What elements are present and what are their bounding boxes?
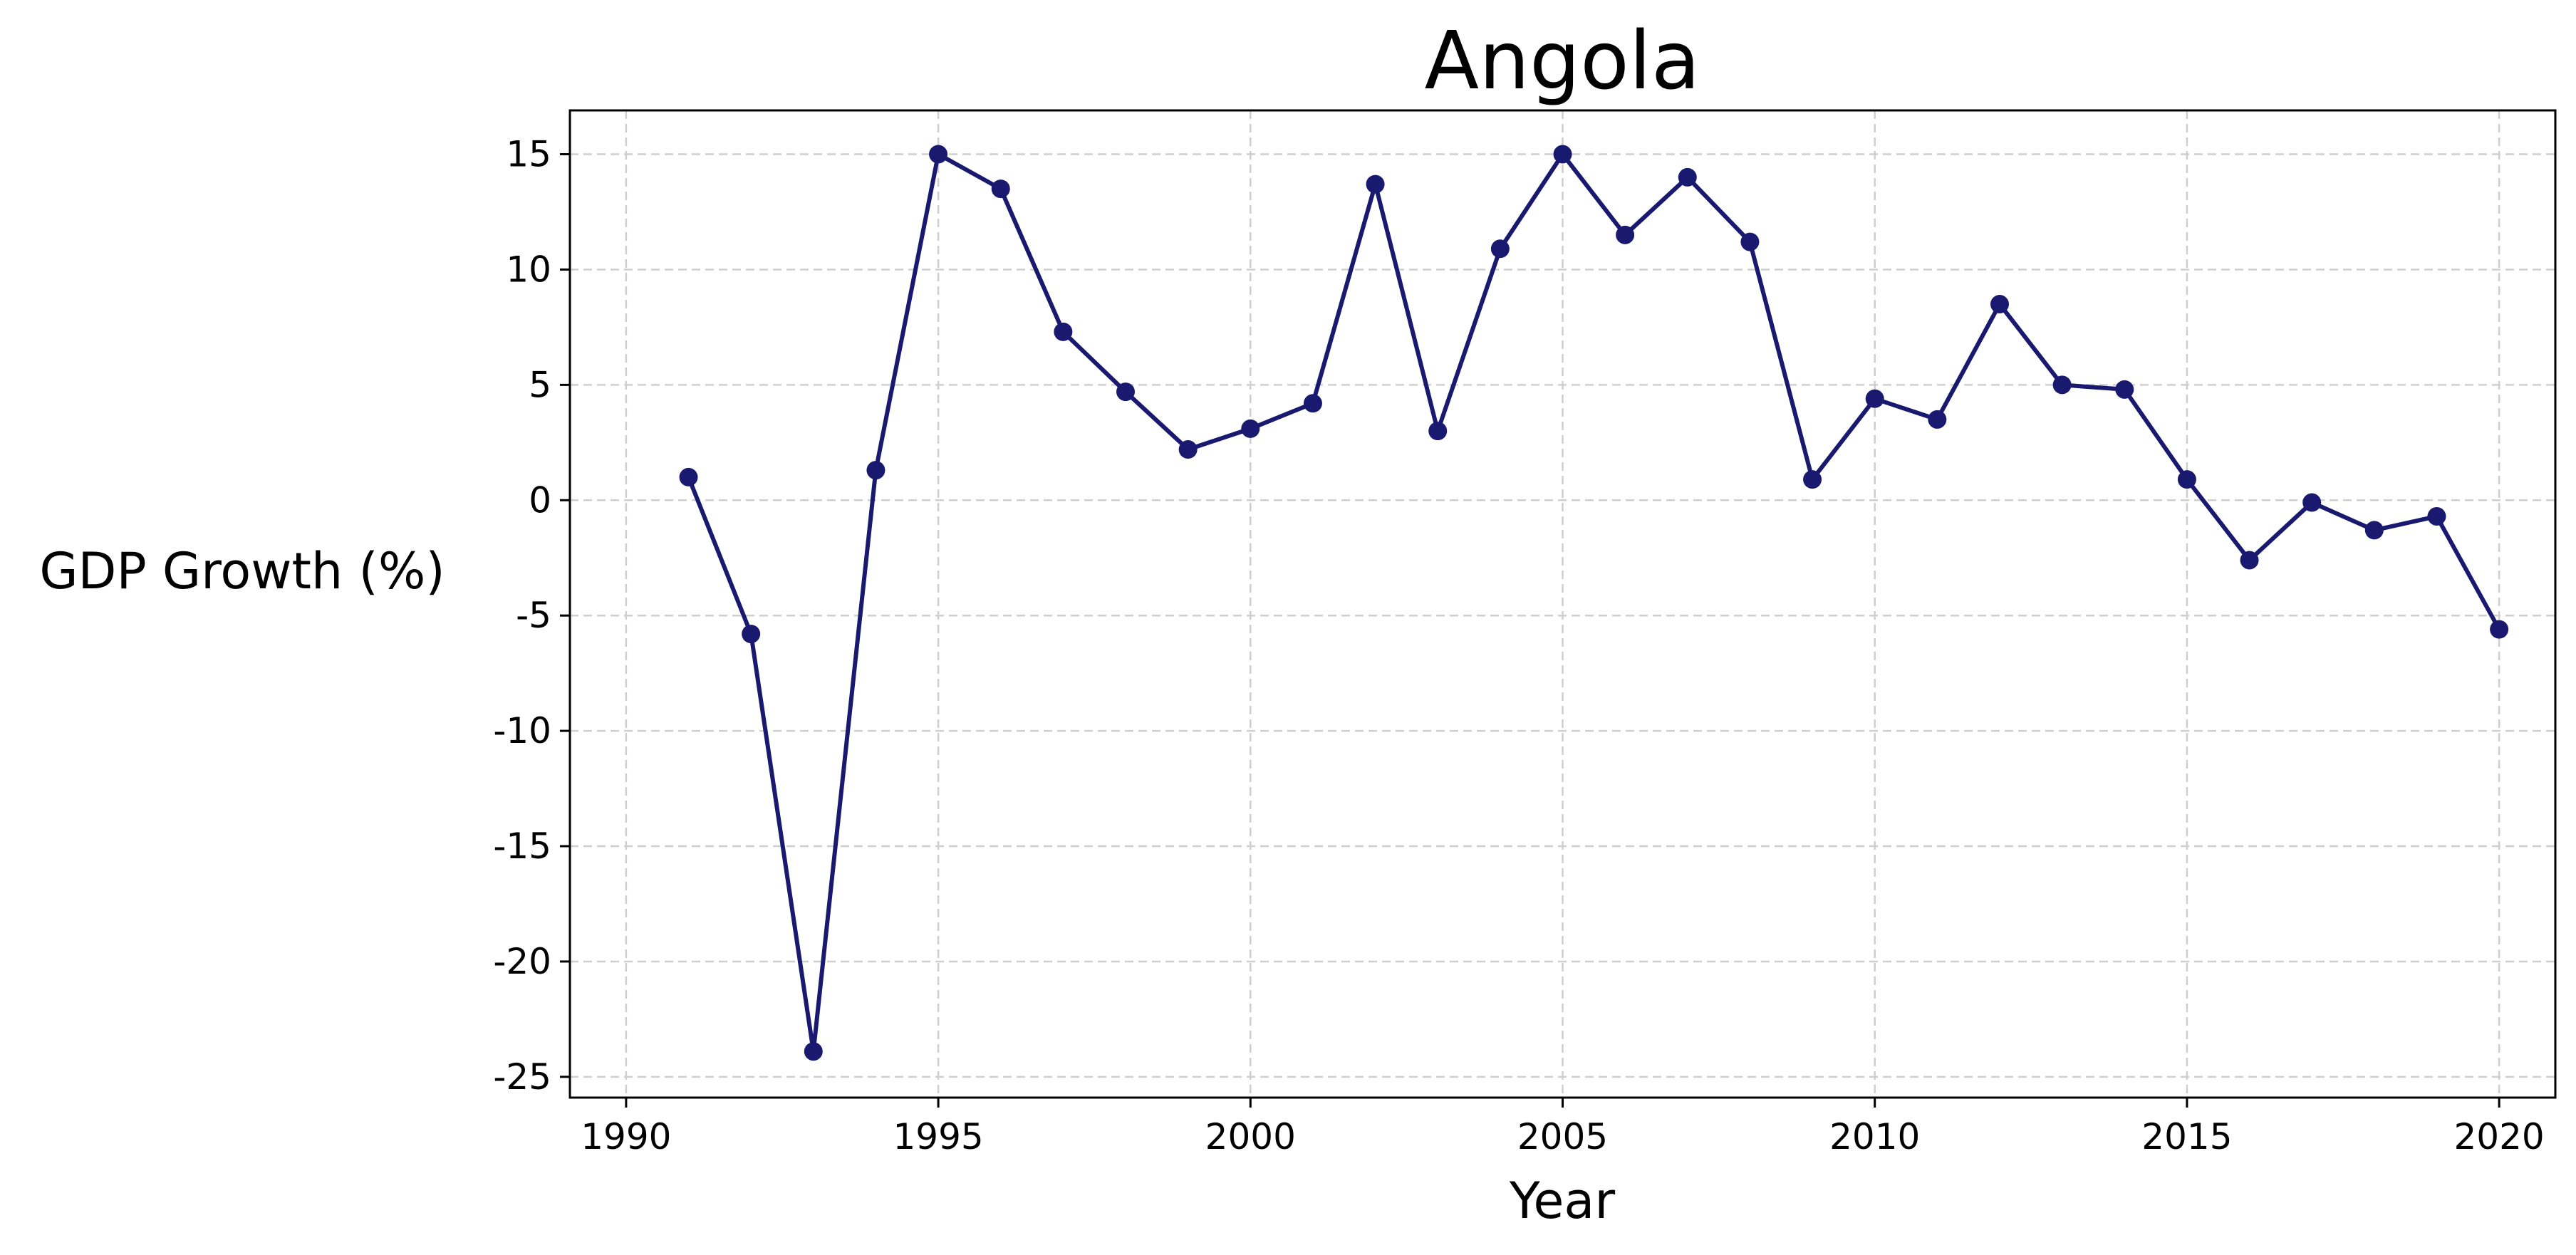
y-tick-label: 15 [506, 134, 551, 175]
y-tick-label: 0 [529, 479, 551, 521]
series-line [686, 152, 2501, 1054]
data-point [1054, 322, 1073, 341]
data-point [929, 145, 948, 164]
y-tick-label: -20 [493, 941, 551, 982]
data-point [866, 461, 886, 480]
data-point [2240, 551, 2259, 570]
y-axis-title: GDP Growth (%) [39, 542, 445, 600]
data-point [1366, 175, 1385, 194]
data-point [679, 467, 698, 486]
data-point [742, 625, 761, 644]
data-point [2427, 506, 2446, 526]
data-point [2490, 620, 2509, 639]
data-point [2115, 380, 2134, 399]
data-point [1865, 389, 1884, 408]
data-point [991, 179, 1010, 199]
x-tick-label: 2000 [1205, 1116, 1296, 1157]
data-point [1616, 225, 1635, 244]
x-tick-label: 2020 [2453, 1116, 2544, 1157]
data-point [2177, 470, 2196, 489]
x-tick-label: 2005 [1517, 1116, 1608, 1157]
data-point [1490, 239, 1510, 259]
data-point [2364, 521, 2384, 540]
data-point [1740, 232, 1760, 251]
data-point [1990, 295, 2009, 314]
x-tick-label: 2010 [1829, 1116, 1920, 1157]
y-tick-label: -15 [493, 826, 551, 867]
data-point [1241, 419, 1260, 438]
data-point [1928, 410, 1947, 429]
y-tick-label: 5 [529, 364, 551, 405]
y-tick-label: 10 [506, 249, 551, 290]
data-point [1803, 470, 1822, 489]
y-tick-label: -10 [493, 710, 551, 751]
data-point [1178, 440, 1198, 459]
x-tick-label: 1990 [581, 1116, 671, 1157]
y-tick-label: -25 [493, 1056, 551, 1098]
data-point [1553, 145, 1572, 164]
data-point [2052, 375, 2072, 395]
axis-ticks: 1990 1995 2000 2005 2010 2015 2020 -25 -20 -15 -10… [493, 134, 2544, 1157]
x-tick-label: 1995 [893, 1116, 983, 1157]
data-point [1678, 167, 1697, 187]
grid-lines [570, 110, 2555, 1098]
series-layer [679, 145, 2509, 1061]
y-tick-label: -5 [516, 595, 551, 636]
x-axis-title: Year [1509, 1172, 1615, 1230]
data-point [1303, 394, 1322, 413]
x-tick-label: 2015 [2141, 1116, 2232, 1157]
data-point [804, 1042, 823, 1061]
data-point [1428, 422, 1448, 441]
data-point [2302, 493, 2322, 512]
chart-title: Angola [1425, 15, 1700, 108]
data-point [1116, 382, 1136, 402]
